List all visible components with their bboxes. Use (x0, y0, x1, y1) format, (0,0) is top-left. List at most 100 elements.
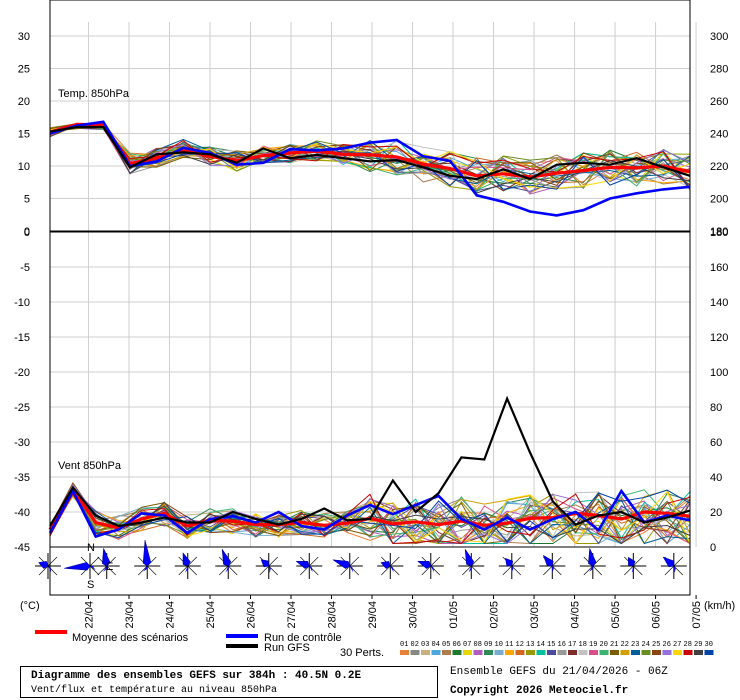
temp-right-tick: 280 (710, 64, 728, 76)
wind-rose (295, 553, 323, 579)
member-label: 02 (411, 641, 419, 649)
member-label: 27 (673, 641, 681, 649)
temp-unit-label: (°C) (20, 600, 40, 612)
wind-rose-petal (511, 566, 514, 573)
member-swatch (568, 650, 577, 655)
wind-member-line (49, 486, 691, 545)
temp-right-tick: 220 (710, 161, 728, 173)
temp-right-tick: 180 (710, 226, 728, 238)
member-label: 09 (484, 641, 492, 649)
wind-right-tick: 40 (710, 472, 722, 484)
member-label: 10 (495, 641, 503, 649)
member-swatch (578, 650, 588, 655)
temp-member-line (49, 123, 691, 190)
member-swatch (610, 650, 619, 655)
wind-rose (331, 553, 363, 579)
wind-rose-petal (416, 560, 432, 569)
member-swatch (400, 650, 409, 655)
wind-member-line (49, 488, 691, 543)
member-swatch (473, 650, 483, 655)
copyright: Copyright 2026 Meteociel.fr (450, 685, 629, 697)
member-label: 18 (579, 641, 587, 649)
member-swatch (631, 650, 640, 655)
wind-rose-petal (102, 547, 111, 567)
wind-rose-petal (185, 566, 189, 573)
date-label: 04/05 (570, 601, 582, 629)
compass-s-label: S (87, 579, 94, 591)
wind-rose-petal (349, 566, 353, 573)
wind-rose-petal (64, 562, 91, 571)
temp-left-tick: 10 (18, 161, 30, 173)
member-label: 05 (442, 641, 450, 649)
date-label: 28/04 (327, 601, 339, 629)
compass-e-label: E (106, 561, 113, 573)
wind-rose (620, 553, 647, 579)
wind-rose-petal (552, 566, 554, 573)
wind-rose-petal (542, 554, 554, 567)
member-label: 16 (558, 641, 566, 649)
wind-rose-petal (430, 566, 434, 573)
wind-rose (35, 553, 61, 579)
member-swatch (620, 650, 630, 655)
member-label: 26 (663, 641, 671, 649)
temp-right-tick: 200 (710, 194, 728, 206)
member-swatch (442, 650, 451, 655)
wind-rose-petal (295, 560, 310, 569)
diagram-subtitle: Vent/flux et température au niveau 850hP… (31, 685, 278, 696)
member-label: 08 (474, 641, 482, 649)
wind-unit-label: (km/h) (704, 600, 735, 612)
member-swatch (641, 650, 651, 655)
wind-member-line (49, 489, 691, 545)
member-label: 30 (705, 641, 713, 649)
wind-rose (255, 553, 282, 579)
wind-rose-strip (49, 546, 691, 596)
member-label: 17 (568, 641, 576, 649)
wind-gfs-line (49, 395, 691, 528)
wind-right-tick: 20 (710, 507, 722, 519)
wind-left-tick: -20 (14, 367, 30, 379)
wind-rose-petal (505, 557, 514, 567)
wind-left-tick: -40 (14, 507, 30, 519)
member-swatch (463, 650, 472, 655)
temp-member-line (49, 123, 691, 186)
member-swatch (484, 650, 493, 655)
member-label: 22 (621, 641, 629, 649)
member-swatch (505, 650, 514, 655)
wind-rose-petal (142, 540, 152, 567)
wind-rose-petal (628, 556, 636, 567)
wind-left-tick: -30 (14, 437, 30, 449)
wind-left-tick: -10 (14, 297, 30, 309)
member-label: 14 (537, 641, 545, 649)
wind-rose-petal (225, 566, 229, 573)
temp-right-tick: 300 (710, 31, 728, 43)
wind-rose (377, 553, 404, 579)
wind-left-tick: -25 (14, 402, 30, 414)
wind-rose-petal (589, 566, 593, 572)
wind-rose-petal (221, 548, 232, 567)
wind-right-tick: 60 (710, 437, 722, 449)
date-label: 06/05 (651, 601, 663, 629)
wind-rose-petal (182, 552, 191, 567)
member-swatch (704, 650, 714, 655)
member-swatch (494, 650, 504, 655)
legend-mean-label: Moyenne des scénarios (72, 632, 189, 644)
wind-rose (215, 548, 242, 579)
member-label: 28 (684, 641, 692, 649)
compass-n-label: N (87, 542, 95, 554)
wind-rose-petal (390, 566, 394, 573)
member-swatch (421, 650, 430, 655)
date-label: 02/05 (489, 601, 501, 629)
wind-rose (498, 553, 525, 579)
date-label: 25/04 (205, 601, 217, 629)
member-label: 04 (432, 641, 440, 649)
temp-member-line (49, 123, 691, 190)
date-label: 24/04 (164, 601, 176, 629)
run-info: Ensemble GEFS du 21/04/2026 - 06Z (450, 666, 668, 678)
date-label: 05/05 (610, 601, 622, 629)
date-label: 01/05 (448, 601, 460, 629)
member-label: 24 (642, 641, 650, 649)
wind-rose (660, 553, 687, 579)
wind-control-line (48, 488, 691, 539)
